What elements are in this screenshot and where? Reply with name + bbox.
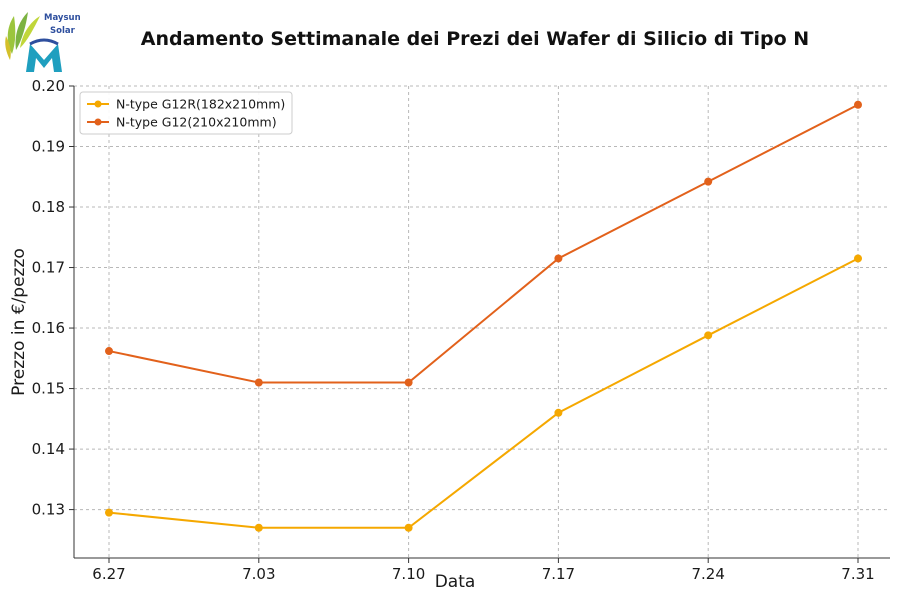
- logo-m-emblem-icon: [26, 38, 62, 72]
- legend-entry-2: N-type G12(210x210mm): [116, 115, 277, 130]
- x-axis-label: Data: [435, 572, 476, 592]
- data-point: [404, 523, 413, 532]
- data-point: [854, 254, 862, 263]
- y-tick-label: 0.20: [32, 77, 65, 95]
- logo-leaf-fan-icon: [5, 12, 40, 60]
- y-tick-label: 0.15: [32, 380, 65, 398]
- legend-marker: [94, 118, 102, 126]
- y-tick-label: 0.18: [32, 198, 65, 216]
- logo-name-line1: Maysun: [44, 13, 80, 23]
- y-tick-label: 0.16: [32, 319, 65, 337]
- x-tick-label: 6.27: [92, 565, 125, 583]
- logo-name-line2: Solar: [50, 26, 76, 36]
- data-point: [254, 523, 263, 532]
- y-axis-label: Prezzo in €/pezzo: [9, 248, 29, 396]
- y-tick-label: 0.13: [32, 501, 65, 519]
- x-tick-label: 7.31: [841, 565, 874, 583]
- chart-title: Andamento Settimanale dei Prezi dei Wafe…: [141, 28, 809, 50]
- series-line-2: [108, 103, 859, 384]
- y-tick-label: 0.17: [32, 259, 65, 277]
- x-tick-label: 7.17: [542, 565, 575, 583]
- legend-entry-1: N-type G12R(182x210mm): [116, 97, 285, 112]
- x-tick-label: 7.03: [242, 565, 275, 583]
- y-tick-label: 0.14: [32, 440, 65, 458]
- x-tick-label: 7.24: [691, 565, 724, 583]
- data-point: [254, 378, 263, 387]
- data-point: [854, 100, 862, 109]
- data-point: [105, 508, 113, 517]
- data-point: [404, 378, 413, 387]
- data-point: [704, 177, 713, 186]
- data-point: [554, 408, 563, 417]
- y-tick-label: 0.19: [32, 138, 65, 156]
- data-point: [704, 331, 713, 340]
- data-point: [105, 347, 113, 356]
- data-point: [554, 254, 563, 263]
- legend-box: [79, 91, 293, 135]
- series-line-1: [108, 257, 859, 529]
- legend-marker: [94, 100, 102, 108]
- maysun-solar-logo: Maysun Solar: [5, 12, 80, 72]
- x-tick-label: 7.10: [392, 565, 425, 583]
